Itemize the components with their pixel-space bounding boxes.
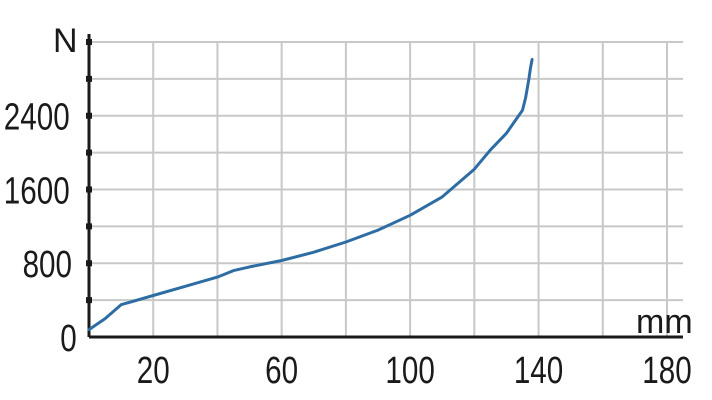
y-axis-unit-label: N [53, 22, 78, 60]
x-axis-unit-label: mm [636, 303, 693, 341]
data-series-line [87, 58, 534, 332]
y-tick-label: 0 [60, 318, 76, 360]
axis-layer [86, 34, 683, 339]
grid-layer [89, 41, 683, 337]
label-layer: N mm 0 800 1600 2400 20 60 100 140 180 [4, 22, 693, 392]
x-tick-label: 140 [514, 350, 563, 392]
y-tick-label: 800 [23, 244, 72, 286]
series-layer [87, 58, 534, 332]
y-tick-label: 2400 [4, 96, 70, 138]
x-tick-label: 100 [385, 350, 434, 392]
x-tick-label: 180 [642, 350, 691, 392]
y-tick-label: 1600 [4, 170, 70, 212]
x-tick-label: 20 [137, 350, 170, 392]
x-tick-label: 60 [265, 350, 298, 392]
